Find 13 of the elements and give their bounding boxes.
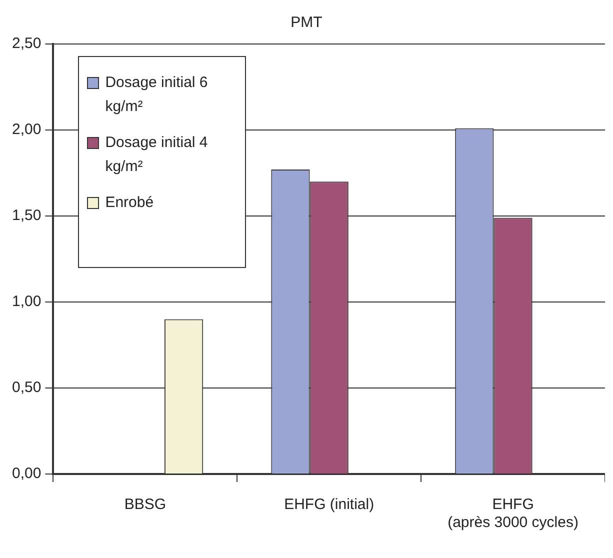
y-tick-label: 2,00	[12, 121, 42, 138]
y-tick-label: 1,00	[12, 293, 42, 310]
legend-label: Dosage initial 6 kg/m²	[105, 73, 209, 117]
x-tick-label: BBSG	[124, 496, 166, 514]
y-tick-label: 1,50	[12, 207, 42, 224]
x-tick-label: EHFG (après 3000 cycles)	[448, 496, 578, 532]
y-tick-label: 0,00	[12, 465, 42, 482]
x-tick-label: EHFG (initial)	[284, 496, 374, 514]
legend-label: Dosage initial 4 kg/m²	[105, 133, 209, 177]
y-tick-label: 0,50	[12, 379, 42, 396]
chart-title: PMT	[290, 14, 322, 32]
legend-label: Enrobé	[105, 193, 154, 213]
y-tick-label: 2,50	[12, 35, 42, 52]
